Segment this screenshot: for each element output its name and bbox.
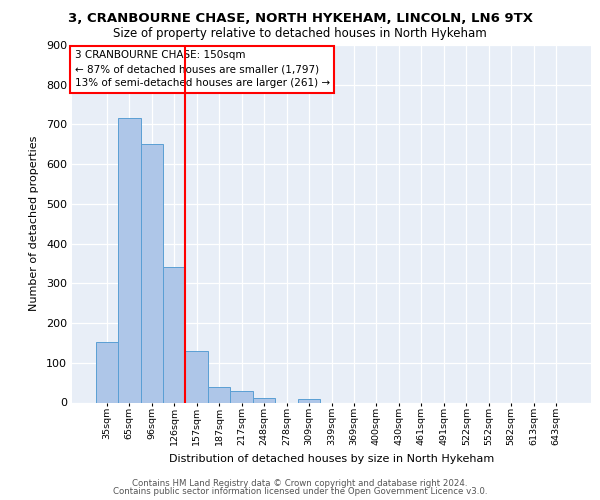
X-axis label: Distribution of detached houses by size in North Hykeham: Distribution of detached houses by size … <box>169 454 494 464</box>
Text: Size of property relative to detached houses in North Hykeham: Size of property relative to detached ho… <box>113 28 487 40</box>
Bar <box>118 118 140 403</box>
Bar <box>140 144 163 403</box>
Y-axis label: Number of detached properties: Number of detached properties <box>29 136 39 312</box>
Bar <box>298 400 320 402</box>
Bar <box>185 351 208 403</box>
Text: 3 CRANBOURNE CHASE: 150sqm
← 87% of detached houses are smaller (1,797)
13% of s: 3 CRANBOURNE CHASE: 150sqm ← 87% of deta… <box>74 50 330 88</box>
Text: 3, CRANBOURNE CHASE, NORTH HYKEHAM, LINCOLN, LN6 9TX: 3, CRANBOURNE CHASE, NORTH HYKEHAM, LINC… <box>67 12 533 26</box>
Bar <box>253 398 275 402</box>
Bar <box>230 392 253 402</box>
Text: Contains public sector information licensed under the Open Government Licence v3: Contains public sector information licen… <box>113 487 487 496</box>
Bar <box>208 386 230 402</box>
Text: Contains HM Land Registry data © Crown copyright and database right 2024.: Contains HM Land Registry data © Crown c… <box>132 478 468 488</box>
Bar <box>163 268 185 402</box>
Bar <box>95 342 118 402</box>
